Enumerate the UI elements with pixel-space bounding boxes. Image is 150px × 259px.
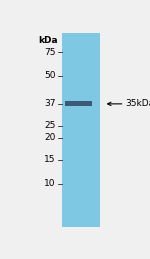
Text: 50: 50 bbox=[44, 71, 56, 81]
Text: 20: 20 bbox=[45, 133, 56, 142]
Bar bbox=[65, 102, 92, 106]
Text: 25: 25 bbox=[45, 121, 56, 130]
Text: kDa: kDa bbox=[39, 35, 58, 45]
Text: 10: 10 bbox=[44, 179, 56, 188]
Text: 35kDa: 35kDa bbox=[126, 99, 150, 108]
Text: 15: 15 bbox=[44, 155, 56, 164]
Text: 37: 37 bbox=[44, 99, 56, 108]
Text: 75: 75 bbox=[44, 47, 56, 56]
Bar bbox=[62, 33, 100, 227]
